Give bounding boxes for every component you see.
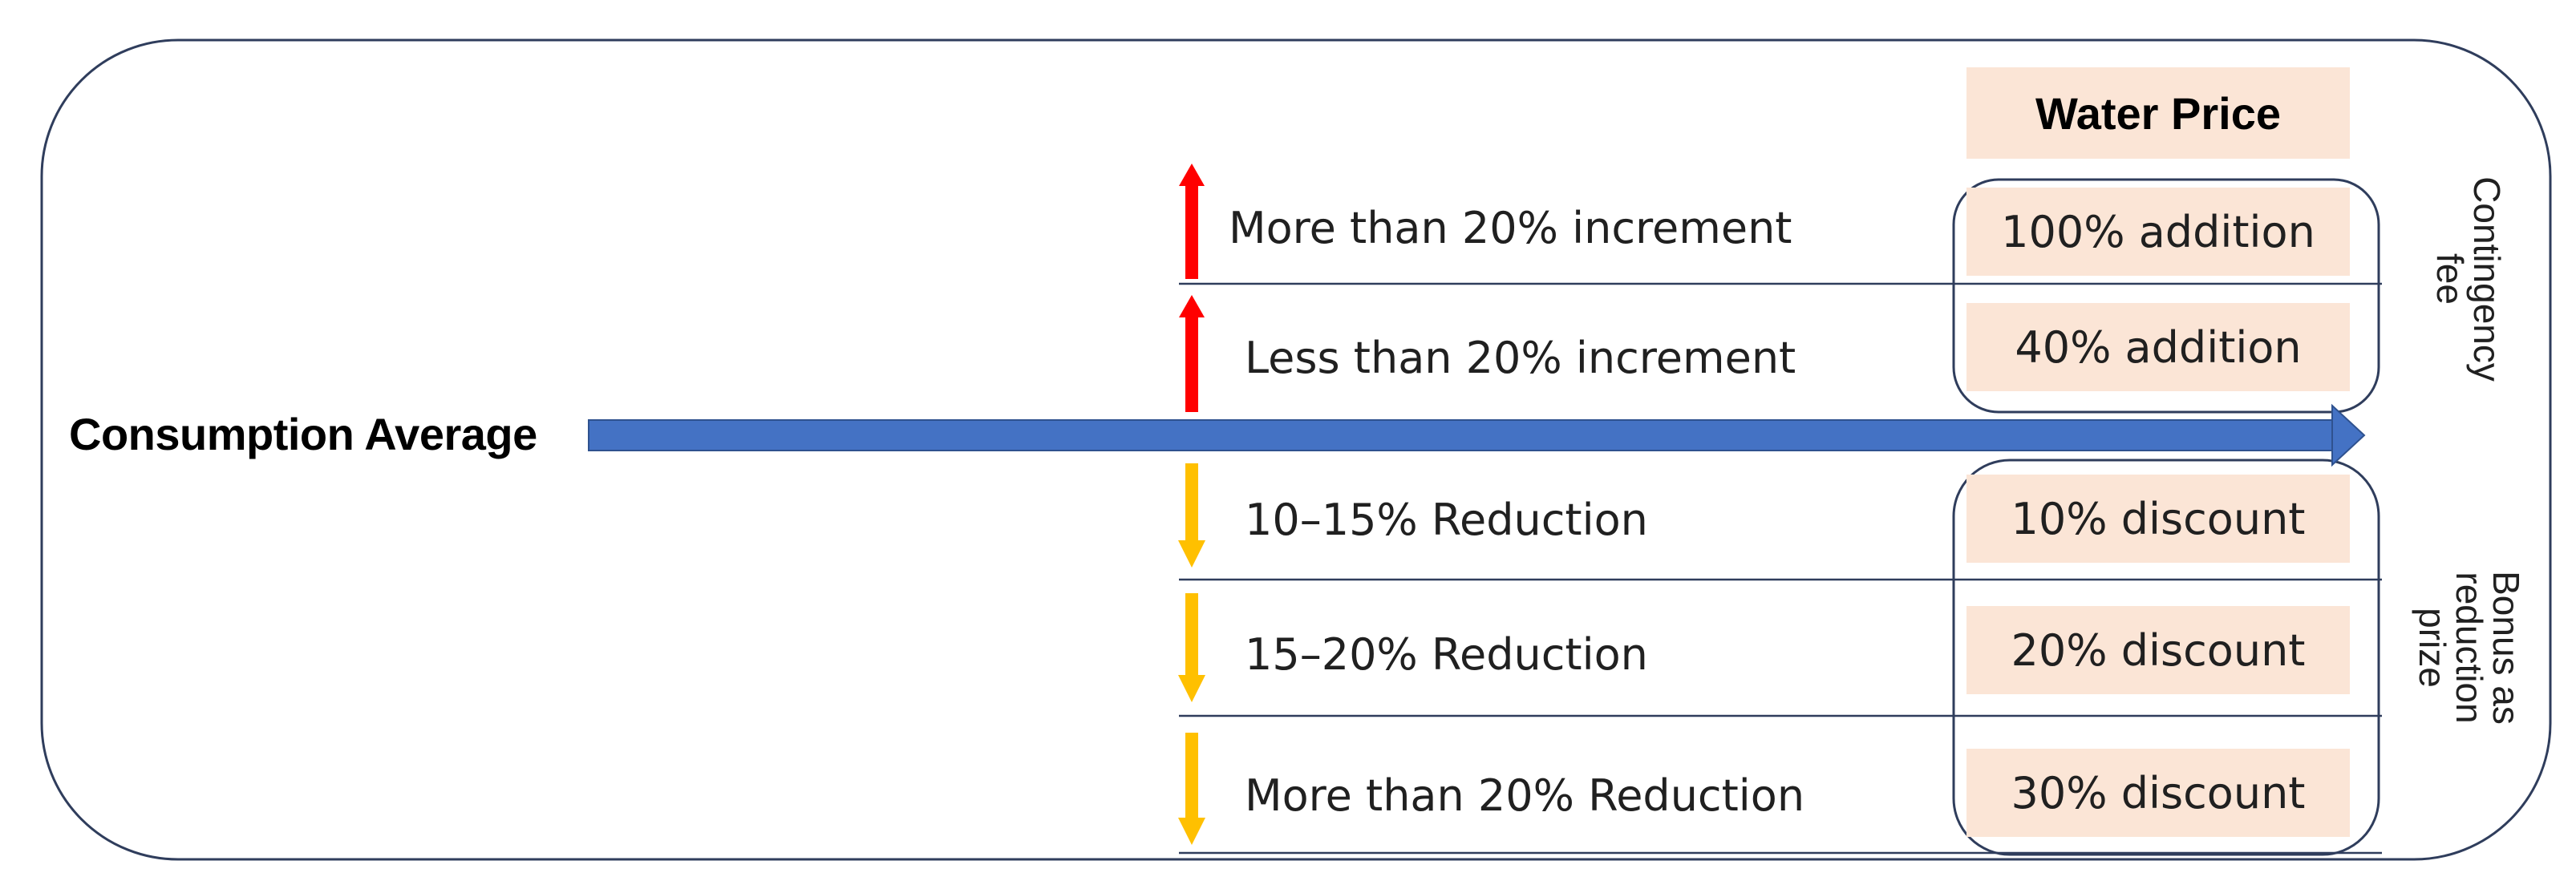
increase-arrow-icon: [1179, 295, 1205, 412]
decrease-arrow-icon: [1178, 593, 1205, 702]
contingency-fee-line-2: fee: [2429, 253, 2471, 305]
row-label-10-15-reduction: 10–15% Reduction: [1245, 495, 1648, 545]
outer-frame: [40, 38, 2552, 861]
contingency-group-outline: [1952, 178, 2380, 414]
water-price-header: Water Price: [1966, 67, 2350, 159]
bonus-reduction-prize-label: Bonus as reduction prize: [2409, 527, 2527, 768]
consumption-average-arrow: [588, 403, 2366, 467]
bonus-line-3: prize: [2412, 608, 2453, 688]
price-box-100-addition: 100% addition: [1966, 188, 2350, 276]
row-label-15-20-reduction: 15–20% Reduction: [1245, 629, 1648, 680]
price-box-20-discount: 20% discount: [1966, 606, 2350, 694]
row-label-more-than-20-reduction: More than 20% Reduction: [1245, 770, 1805, 821]
price-text: 40% addition: [2015, 321, 2302, 373]
bonus-line-1: Bonus as: [2485, 571, 2527, 725]
decrease-arrow-icon: [1178, 463, 1205, 568]
row-label-less-than-20-increment: Less than 20% increment: [1245, 333, 1796, 383]
consumption-average-label: Consumption Average: [69, 409, 537, 459]
price-text: 100% addition: [2001, 206, 2315, 257]
price-box-30-discount: 30% discount: [1966, 749, 2350, 837]
price-text: 20% discount: [2011, 624, 2306, 676]
bonus-line-2: reduction: [2448, 572, 2490, 724]
price-text: 30% discount: [2011, 767, 2306, 818]
increase-arrow-icon: [1179, 164, 1205, 279]
price-box-10-discount: 10% discount: [1966, 475, 2350, 563]
water-price-header-text: Water Price: [2035, 87, 2282, 139]
price-box-40-addition: 40% addition: [1966, 303, 2350, 391]
bonus-group-outline: [1952, 459, 2380, 856]
contingency-fee-label: Contingency fee: [2428, 159, 2508, 399]
row-label-more-than-20-increment: More than 20% increment: [1229, 203, 1792, 253]
decrease-arrow-icon: [1178, 733, 1205, 845]
contingency-fee-line-1: Contingency: [2466, 176, 2508, 382]
price-text: 10% discount: [2011, 493, 2306, 544]
